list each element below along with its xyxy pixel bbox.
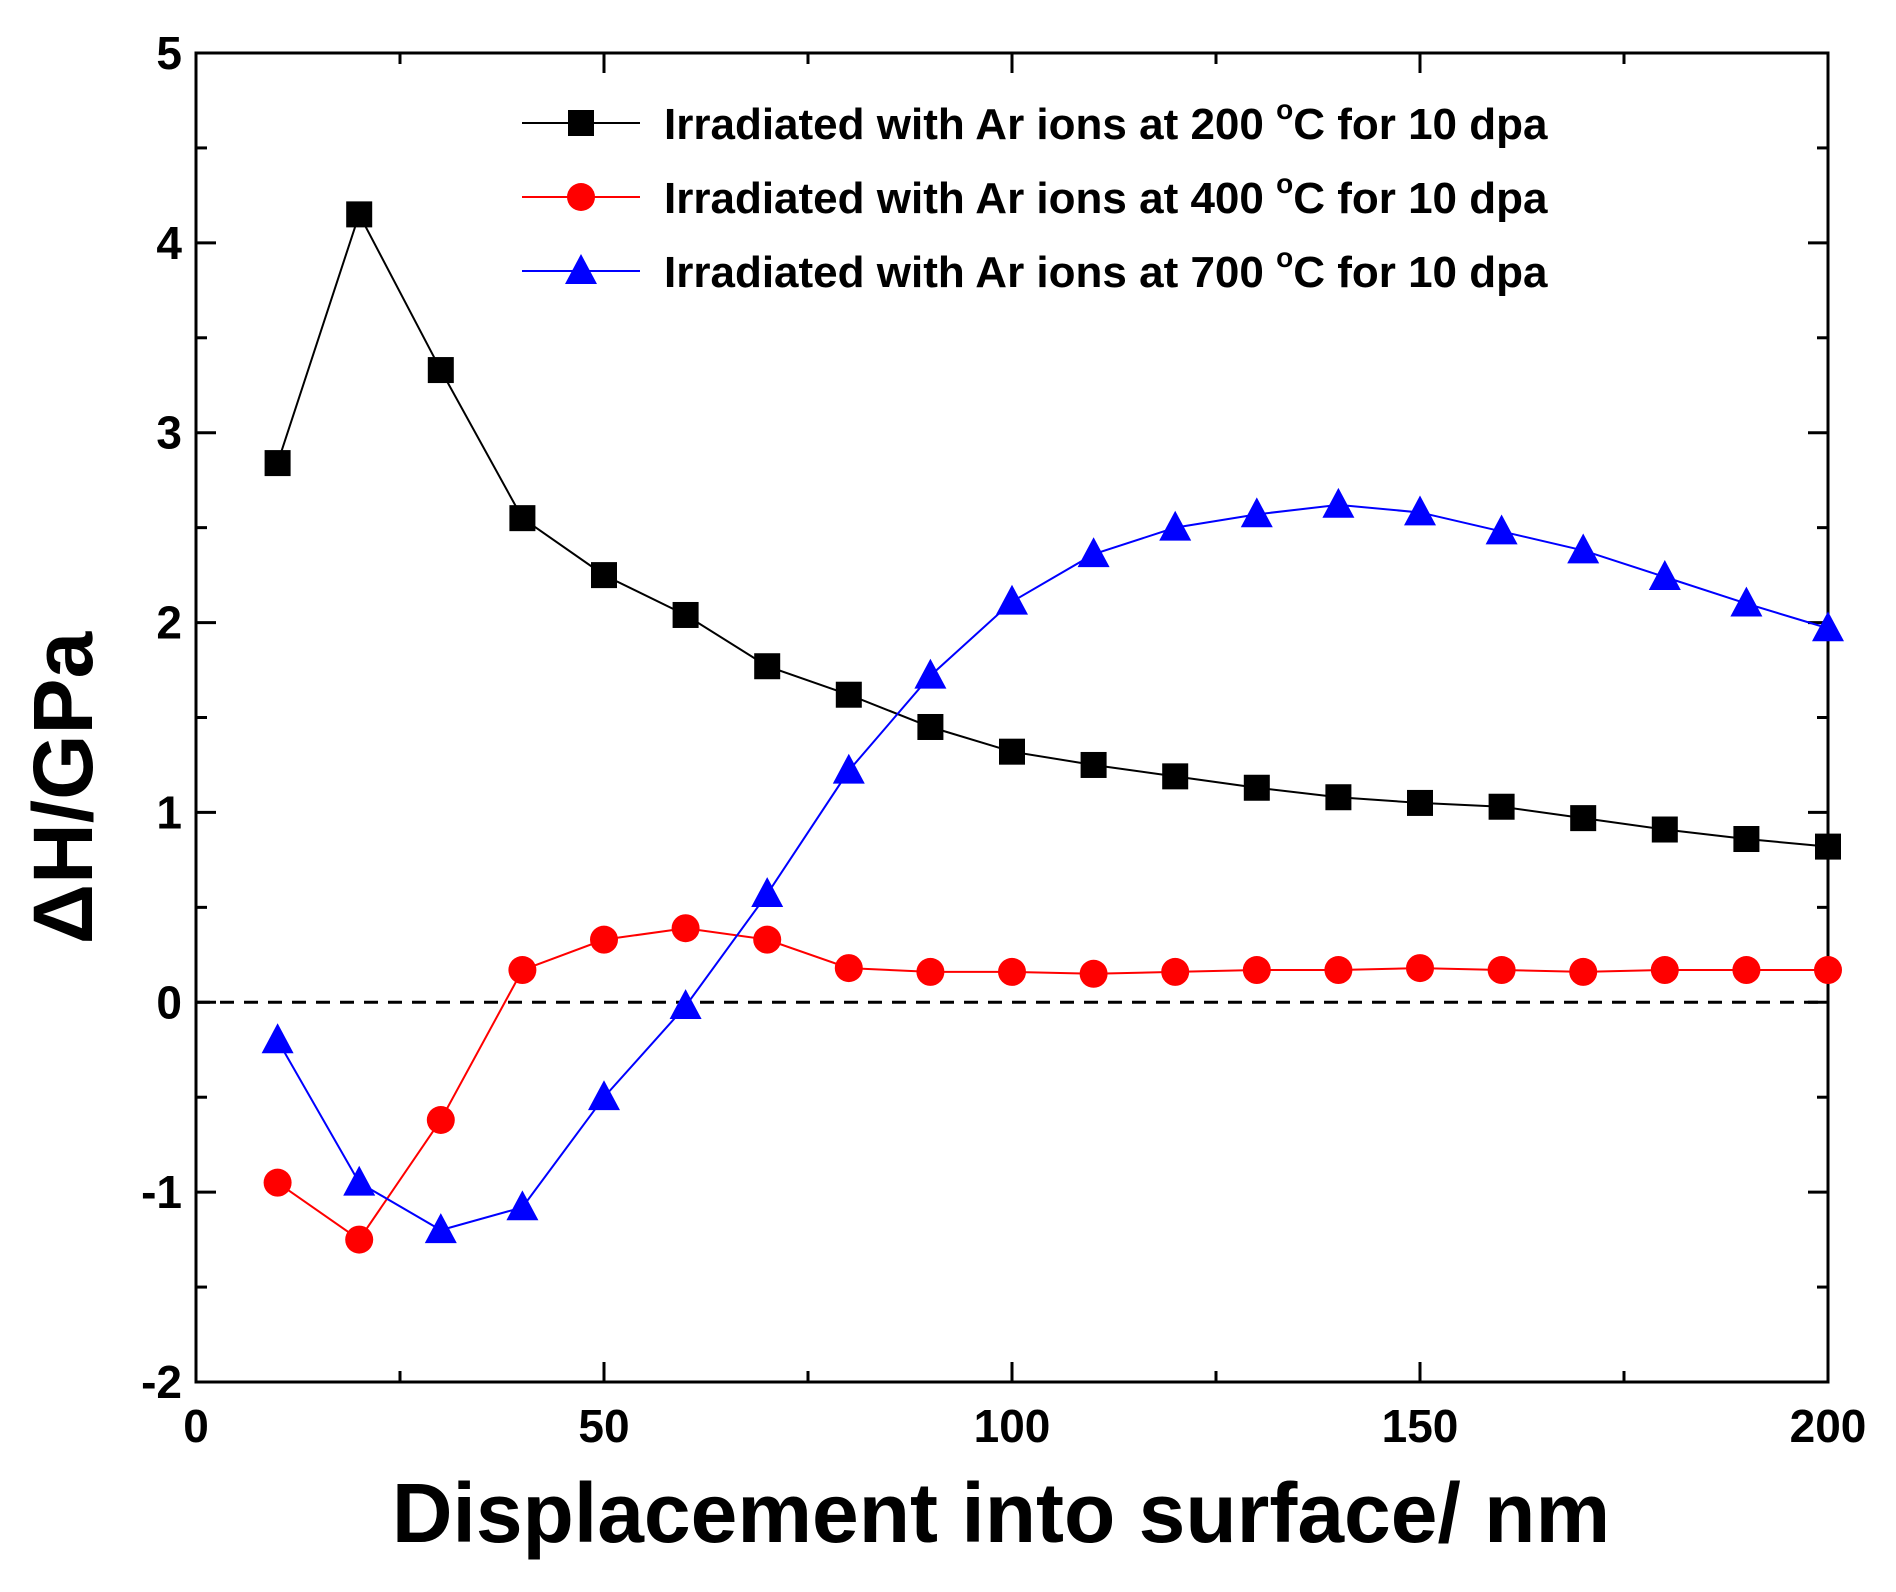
- x-tick-label: 100: [974, 1400, 1051, 1452]
- legend-label: Irradiated with Ar ions at 700 oC for 10…: [664, 242, 1548, 297]
- series-line: [276, 211, 1829, 848]
- legend-item: Irradiated with Ar ions at 400 oC for 10…: [522, 168, 1548, 223]
- data-point: [1406, 954, 1434, 983]
- y-tick-label: 4: [156, 217, 182, 269]
- data-point: [264, 450, 291, 477]
- data-point: [1322, 487, 1355, 518]
- data-point: [1162, 763, 1189, 790]
- data-point: [917, 713, 944, 740]
- legend-marker: [565, 254, 597, 284]
- data-point: [1814, 956, 1842, 985]
- data-point: [754, 653, 781, 680]
- series-line: [276, 503, 1829, 1232]
- data-point: [832, 753, 865, 784]
- x-tick-label: 150: [1382, 1400, 1459, 1452]
- data-point: [1077, 537, 1110, 568]
- data-point: [1569, 957, 1598, 986]
- data-point: [1325, 784, 1352, 811]
- data-point: [998, 957, 1026, 986]
- series-2: [263, 914, 1842, 1254]
- data-point: [506, 1190, 539, 1221]
- data-point: [1243, 774, 1270, 801]
- x-axis-title: Displacement into surface/ nm: [392, 1466, 1610, 1560]
- data-point: [509, 505, 536, 532]
- y-tick-label: 3: [156, 407, 182, 459]
- data-point: [1079, 959, 1108, 988]
- data-point: [751, 877, 784, 908]
- data-point: [1815, 833, 1841, 860]
- data-point: [1651, 816, 1678, 843]
- data-point: [1485, 514, 1518, 545]
- data-point: [1242, 956, 1271, 985]
- data-point: [835, 681, 862, 708]
- data-point: [914, 658, 947, 689]
- data-point: [999, 738, 1025, 765]
- y-tick-label: 1: [156, 786, 182, 838]
- legend-item: Irradiated with Ar ions at 200 oC for 10…: [522, 94, 1548, 149]
- series-1: [264, 201, 1841, 860]
- data-point: [424, 1213, 457, 1244]
- data-point: [1567, 533, 1600, 564]
- legend-label: Irradiated with Ar ions at 400 oC for 10…: [664, 168, 1548, 223]
- data-point: [1407, 789, 1433, 816]
- data-point: [671, 914, 700, 943]
- series-3: [261, 487, 1844, 1244]
- data-point: [996, 584, 1028, 615]
- data-point: [1487, 956, 1516, 985]
- y-tick-label: 0: [156, 976, 182, 1028]
- data-point: [669, 989, 702, 1020]
- data-point: [508, 956, 537, 985]
- data-point: [343, 1165, 376, 1196]
- data-point: [1732, 956, 1761, 985]
- data-point: [1080, 751, 1107, 778]
- y-axis-title: ΔH/GPa: [16, 630, 110, 944]
- data-point: [1570, 805, 1597, 832]
- data-point: [834, 954, 863, 983]
- legend-marker: [568, 110, 594, 136]
- data-point: [1812, 611, 1844, 642]
- legend-item: Irradiated with Ar ions at 700 oC for 10…: [522, 242, 1548, 297]
- y-tick-label: 2: [156, 597, 182, 649]
- y-tick-label: 5: [156, 27, 182, 79]
- tick-labels: 0 50 100 150 200 -2 -1 0 1 2 3 4 5: [141, 27, 1866, 1452]
- data-point: [1730, 586, 1763, 617]
- data-point: [427, 357, 454, 384]
- data-point: [916, 957, 945, 986]
- data-point: [1650, 956, 1679, 985]
- data-point: [1404, 495, 1436, 526]
- legend: Irradiated with Ar ions at 200 oC for 10…: [522, 94, 1548, 297]
- data-point: [426, 1105, 455, 1134]
- data-point: [1733, 826, 1760, 853]
- data-point: [1240, 497, 1273, 528]
- data-point: [1161, 957, 1190, 986]
- data-point: [672, 601, 699, 628]
- data-point: [1488, 793, 1515, 820]
- legend-marker: [567, 183, 595, 211]
- data-point: [590, 925, 618, 954]
- x-tick-label: 0: [183, 1400, 209, 1452]
- x-tick-label: 50: [578, 1400, 629, 1452]
- data-series: [261, 201, 1844, 1254]
- x-tick-label: 200: [1790, 1400, 1867, 1452]
- data-point: [1159, 510, 1192, 541]
- data-point: [261, 1023, 294, 1054]
- data-point: [263, 1168, 292, 1197]
- y-tick-label: -1: [141, 1166, 182, 1218]
- data-point: [1648, 560, 1681, 590]
- data-point: [345, 1225, 374, 1254]
- y-tick-label: -2: [141, 1356, 182, 1408]
- axis-ticks: [194, 51, 1830, 1384]
- data-point: [588, 1080, 620, 1111]
- data-point: [753, 925, 782, 954]
- data-point: [591, 562, 617, 589]
- data-point: [1324, 956, 1353, 985]
- legend-label: Irradiated with Ar ions at 200 oC for 10…: [664, 94, 1548, 149]
- data-point: [346, 201, 373, 228]
